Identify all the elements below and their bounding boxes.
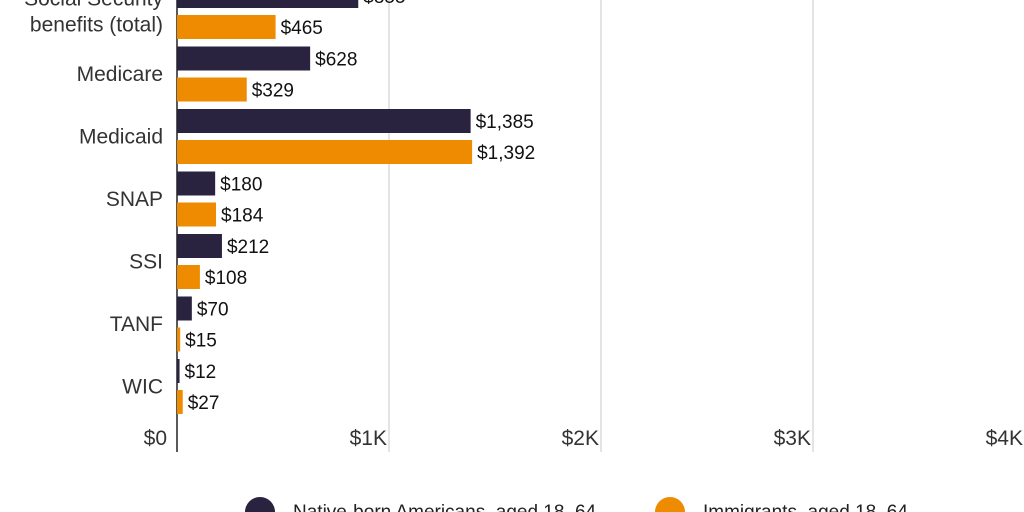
x-tick-label: $4K (986, 427, 1023, 450)
bar (177, 77, 247, 102)
data-label: $329 (252, 81, 294, 102)
x-tick-label: $0 (144, 427, 167, 450)
data-label: $855 (363, 0, 405, 8)
legend-swatch (655, 497, 685, 512)
data-label: $1,385 (476, 112, 534, 133)
data-label: $108 (205, 268, 247, 289)
bar (177, 171, 216, 196)
bar (177, 0, 359, 8)
category-label: TANF (110, 313, 163, 336)
bar (177, 390, 183, 414)
bar (177, 109, 471, 133)
bar (177, 140, 473, 164)
category-label: WIC (122, 376, 163, 399)
x-tick-label: $1K (350, 427, 387, 450)
category-label: SNAP (106, 188, 163, 211)
bar (177, 296, 192, 321)
data-label: $12 (185, 362, 217, 383)
bar (177, 265, 200, 289)
data-label: $180 (220, 175, 262, 196)
bar (177, 15, 276, 39)
bar (177, 327, 181, 352)
legend-swatch (245, 497, 275, 512)
category-label: SSI (129, 251, 163, 274)
data-label: $15 (185, 331, 217, 352)
data-label: $628 (315, 50, 357, 71)
legend-label: Native-born Americans, aged 18–64 (293, 502, 597, 512)
bar (177, 46, 311, 71)
legend-label: Immigrants, aged 18–64 (703, 502, 908, 512)
data-label: $212 (227, 237, 269, 258)
bar (177, 234, 222, 258)
category-label: benefits (total) (30, 14, 163, 37)
data-label: $27 (188, 393, 220, 414)
category-label: Social Security (24, 0, 163, 11)
category-label: Medicare (77, 63, 163, 86)
bar (177, 202, 217, 227)
data-label: $70 (197, 300, 229, 321)
x-tick-label: $2K (562, 427, 599, 450)
data-label: $465 (281, 18, 323, 39)
x-tick-label: $3K (774, 427, 811, 450)
data-label: $184 (221, 206, 264, 227)
category-label: Medicaid (79, 126, 163, 149)
data-label: $1,392 (477, 143, 535, 164)
bar (177, 359, 180, 383)
